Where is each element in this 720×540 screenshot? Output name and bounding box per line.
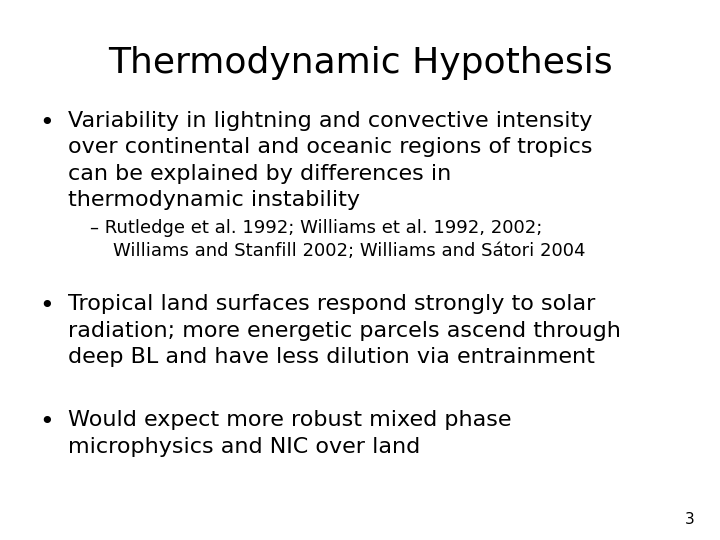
Text: Variability in lightning and convective intensity
over continental and oceanic r: Variability in lightning and convective … <box>68 111 593 210</box>
Text: •: • <box>40 111 54 134</box>
Text: Thermodynamic Hypothesis: Thermodynamic Hypothesis <box>108 46 612 80</box>
Text: •: • <box>40 294 54 318</box>
Text: 3: 3 <box>685 511 695 526</box>
Text: Would expect more robust mixed phase
microphysics and NIC over land: Would expect more robust mixed phase mic… <box>68 410 512 457</box>
Text: Tropical land surfaces respond strongly to solar
radiation; more energetic parce: Tropical land surfaces respond strongly … <box>68 294 621 367</box>
Text: – Rutledge et al. 1992; Williams et al. 1992, 2002;
    Williams and Stanfill 20: – Rutledge et al. 1992; Williams et al. … <box>90 219 585 260</box>
Text: •: • <box>40 410 54 434</box>
